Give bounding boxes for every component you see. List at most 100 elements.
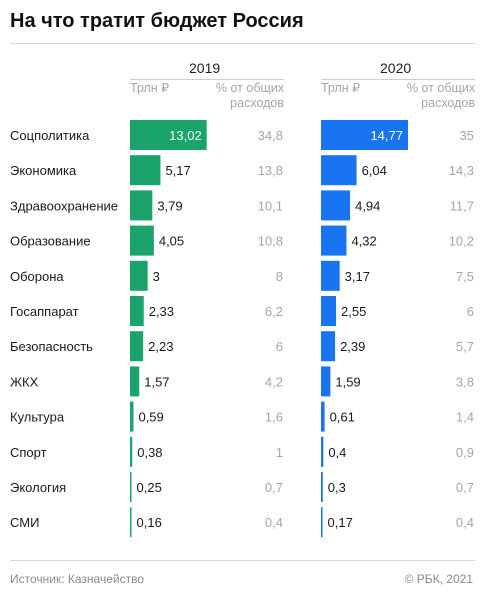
share-value-2020: 11,7 xyxy=(450,198,474,213)
category-label: Оборона xyxy=(10,269,64,284)
value-label-2020: 14,77 xyxy=(370,128,403,143)
share-value-2020: 1,4 xyxy=(456,410,474,425)
value-label-2019: 0,59 xyxy=(138,410,163,425)
value-label-2020: 2,39 xyxy=(340,339,365,354)
share-value-2020: 10,2 xyxy=(449,234,474,249)
bar-2020 xyxy=(321,331,336,362)
bar-2019 xyxy=(130,401,134,432)
bar-2019 xyxy=(130,436,133,467)
category-label: Госаппарат xyxy=(10,304,79,319)
share-label-2019: % от общих расходов xyxy=(194,81,284,111)
bar-2020 xyxy=(321,260,340,291)
chart-title: На что тратит бюджет Россия xyxy=(10,10,304,32)
bar-2020 xyxy=(321,366,331,397)
value-label-2020: 0,3 xyxy=(328,480,346,495)
share-value-2019: 0,4 xyxy=(265,515,283,530)
share-value-2019: 10,1 xyxy=(258,198,283,213)
value-label-2019: 3,79 xyxy=(157,198,182,213)
value-label-2019: 2,33 xyxy=(149,304,174,319)
value-label-2019: 0,16 xyxy=(137,515,162,530)
year-divider-2020 xyxy=(321,79,475,80)
unit-label-2019: Трлн ₽ xyxy=(130,81,170,95)
value-label-2020: 0,17 xyxy=(328,515,353,530)
share-value-2020: 6 xyxy=(467,304,474,319)
share-value-2020: 3,8 xyxy=(456,374,474,389)
share-value-2020: 0,9 xyxy=(456,445,474,460)
value-label-2020: 2,55 xyxy=(341,304,366,319)
bar-2020 xyxy=(321,401,325,432)
bar-2020 xyxy=(321,296,337,326)
share-value-2019: 6 xyxy=(276,339,283,354)
value-label-2020: 4,32 xyxy=(351,234,376,249)
bar-2020 xyxy=(321,436,324,467)
category-label: Экология xyxy=(10,480,66,495)
bar-2019 xyxy=(130,296,144,326)
value-label-2020: 6,04 xyxy=(362,163,387,178)
copyright-credit: © РБК, 2021 xyxy=(404,572,473,586)
share-value-2019: 10,8 xyxy=(258,234,283,249)
bar-2019 xyxy=(130,507,132,538)
value-label-2020: 1,59 xyxy=(335,374,360,389)
bar-2020 xyxy=(321,472,323,502)
share-value-2019: 8 xyxy=(276,269,283,284)
year-header-2020: 2020 xyxy=(380,60,412,76)
share-label-2020: % от общих расходов xyxy=(385,81,475,111)
share-value-2019: 0,7 xyxy=(265,480,283,495)
value-label-2019: 3 xyxy=(153,269,160,284)
share-value-2020: 35 xyxy=(460,128,474,143)
share-value-2020: 5,7 xyxy=(456,339,474,354)
share-value-2020: 0,4 xyxy=(456,515,474,530)
share-value-2019: 4,2 xyxy=(265,374,283,389)
share-label-line-1: % от общих xyxy=(215,81,284,95)
footer-divider xyxy=(10,560,475,561)
value-label-2020: 0,61 xyxy=(330,410,355,425)
share-label-line-1: % от общих xyxy=(406,81,475,95)
bar-2020 xyxy=(321,190,351,221)
category-label: ЖКХ xyxy=(10,374,39,389)
year-divider-2019 xyxy=(130,79,284,80)
bar-2020 xyxy=(321,507,323,538)
category-label: Образование xyxy=(10,234,91,249)
share-value-2019: 34,8 xyxy=(258,128,283,143)
year-header-2019: 2019 xyxy=(189,60,221,76)
category-label: Безопасность xyxy=(10,339,93,354)
share-value-2020: 0,7 xyxy=(456,480,474,495)
bar-2019 xyxy=(130,366,140,397)
unit-label-2020: Трлн ₽ xyxy=(321,81,361,95)
category-label: Соцполитика xyxy=(10,128,90,143)
bar-2019 xyxy=(130,155,161,186)
title-divider xyxy=(10,43,475,44)
share-value-2019: 1,6 xyxy=(265,410,283,425)
value-label-2020: 3,17 xyxy=(345,269,370,284)
value-label-2019: 13,02 xyxy=(169,128,202,143)
bar-2019 xyxy=(130,190,153,221)
bar-2019 xyxy=(130,225,154,256)
category-label: Культура xyxy=(10,410,65,425)
value-label-2019: 0,38 xyxy=(137,445,162,460)
share-value-2020: 7,5 xyxy=(456,269,474,284)
bar-2019 xyxy=(130,120,207,150)
value-label-2019: 0,25 xyxy=(137,480,162,495)
bar-2019 xyxy=(130,331,144,362)
bar-2019 xyxy=(130,472,132,502)
share-label-line-2: расходов xyxy=(421,96,475,110)
share-label-line-2: расходов xyxy=(230,96,284,110)
category-label: Здравоохранение xyxy=(10,198,118,213)
value-label-2019: 5,17 xyxy=(165,163,190,178)
bar-2019 xyxy=(130,260,148,291)
category-label: Экономика xyxy=(10,163,77,178)
bar-2020 xyxy=(321,155,357,186)
value-label-2019: 2,23 xyxy=(148,339,173,354)
bar-2020 xyxy=(321,120,408,150)
value-label-2020: 4,94 xyxy=(355,198,380,213)
value-label-2019: 4,05 xyxy=(159,234,184,249)
category-label: Спорт xyxy=(10,445,47,460)
value-label-2020: 0,4 xyxy=(328,445,346,460)
share-value-2020: 14,3 xyxy=(449,163,474,178)
share-value-2019: 13,8 xyxy=(258,163,283,178)
category-label: СМИ xyxy=(10,515,39,530)
share-value-2019: 6,2 xyxy=(265,304,283,319)
value-label-2019: 1,57 xyxy=(144,374,169,389)
bar-2020 xyxy=(321,225,347,256)
